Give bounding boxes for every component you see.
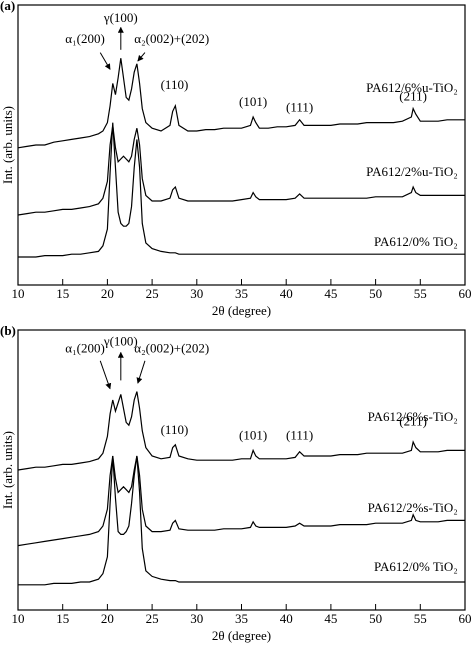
xrd-curve: [18, 455, 465, 586]
peak-arrow: [99, 360, 112, 390]
x-tick-label: 60: [459, 611, 472, 626]
xrd-curve: [17, 391, 465, 471]
x-tick-label: 45: [324, 286, 337, 301]
x-tick-label: 40: [280, 611, 293, 626]
x-tick-label: 40: [280, 286, 293, 301]
peak-annotation: (101): [239, 94, 267, 109]
peak-annotation: (111): [286, 100, 313, 115]
x-axis-label: 2θ (degree): [212, 303, 271, 318]
x-tick-label: 10: [12, 611, 25, 626]
x-tick-label: 50: [369, 611, 382, 626]
series-label: PA612/6%s-TiO₂: [368, 409, 458, 424]
x-tick-label: 30: [190, 286, 203, 301]
peak-annotation: γ(100): [103, 334, 138, 349]
peak-annotation: (110): [161, 77, 189, 92]
xrd-curve: [18, 122, 465, 258]
x-tick-label: 20: [101, 611, 114, 626]
peak-annotation: γ(100): [103, 10, 138, 25]
peak-annotation: (111): [286, 427, 313, 442]
x-tick-label: 35: [235, 286, 248, 301]
y-axis-label: Int. (arb. units): [0, 106, 15, 184]
peak-annotation: (101): [239, 427, 267, 442]
x-tick-label: 55: [414, 286, 427, 301]
peak-annotation: (110): [161, 422, 189, 437]
series-label: PA612/2%s-TiO₂: [368, 500, 458, 515]
xrd-curve: [17, 58, 465, 149]
peak-arrow: [136, 360, 146, 384]
x-tick-label: 15: [56, 286, 69, 301]
xrd-curve: [17, 455, 465, 547]
series-label: PA612/0% TiO₂: [374, 234, 458, 249]
x-axis-label: 2θ (degree): [212, 628, 271, 643]
y-axis-label: Int. (arb. units): [0, 431, 15, 509]
peak-annotation: (211): [399, 88, 427, 103]
xrd-curve: [17, 125, 465, 216]
x-tick-label: 35: [235, 611, 248, 626]
x-tick-label: 50: [369, 286, 382, 301]
x-tick-label: 60: [459, 286, 472, 301]
panel-label: (a): [0, 0, 15, 13]
x-tick-label: 55: [414, 611, 427, 626]
x-tick-label: 25: [146, 611, 159, 626]
series-label: PA612/6%u-TiO₂: [366, 80, 458, 95]
x-tick-label: 30: [190, 611, 203, 626]
peak-arrow: [99, 52, 111, 70]
series-label: PA612/2%u-TiO₂: [366, 164, 458, 179]
peak-annotation: (211): [399, 413, 427, 428]
peak-arrow: [137, 52, 146, 62]
x-tick-label: 15: [56, 611, 69, 626]
x-tick-label: 10: [12, 286, 25, 301]
panel-label: (b): [0, 323, 16, 338]
x-tick-label: 20: [101, 286, 114, 301]
x-tick-label: 45: [324, 611, 337, 626]
series-label: PA612/0% TiO₂: [374, 559, 458, 574]
peak-annotation: α₁(200): [65, 341, 105, 356]
peak-annotation: α₂(002)+(202): [134, 31, 209, 46]
x-tick-label: 25: [146, 286, 159, 301]
peak-annotation: α₂(002)+(202): [134, 341, 209, 356]
peak-annotation: α₁(200): [65, 31, 105, 46]
